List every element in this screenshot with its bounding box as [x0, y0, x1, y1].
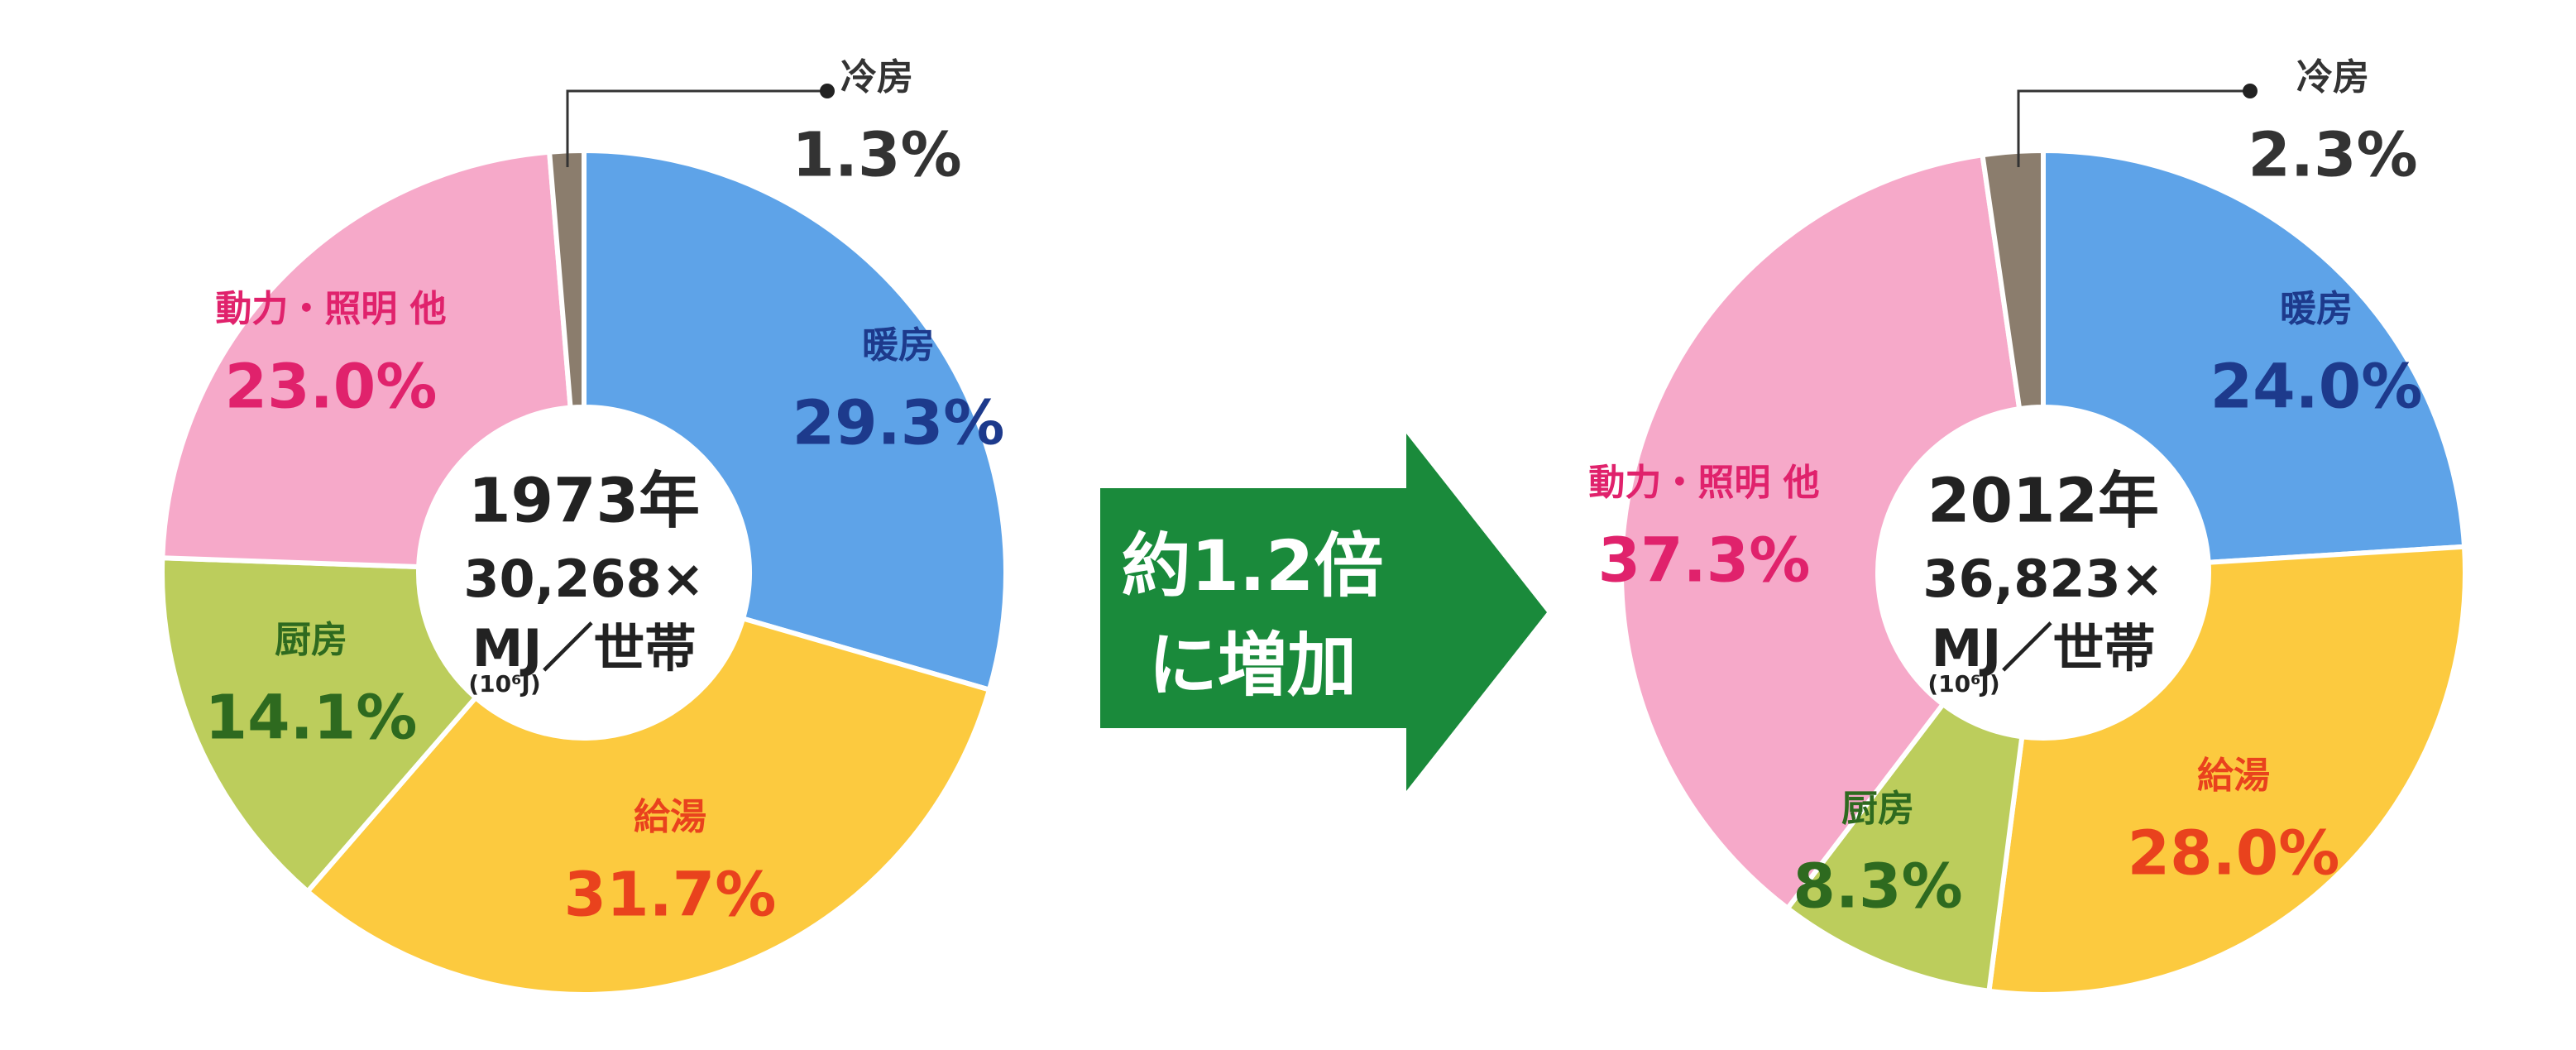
- value-label: 29.3%: [792, 388, 1005, 459]
- slice: [160, 555, 480, 895]
- leader-dot: [2243, 84, 2258, 98]
- slice: [1980, 147, 2046, 412]
- slice: [1784, 700, 2025, 995]
- value-label: 2.3%: [2248, 120, 2417, 191]
- slice: [1619, 151, 2023, 912]
- arrow-text: に増加: [1148, 625, 1357, 706]
- category-label: 動力・照明 他: [215, 288, 446, 330]
- center-label: 2012年: [1927, 466, 2159, 537]
- value-label: 28.0%: [2128, 818, 2340, 889]
- value-label: 1.3%: [792, 120, 961, 191]
- slice: [582, 147, 1008, 693]
- category-label: 暖房: [2280, 288, 2353, 330]
- category-label: 給湯: [634, 796, 706, 838]
- center-label: 36,823×: [1922, 549, 2163, 609]
- leader-line: [2017, 89, 2250, 167]
- category-label: 暖房: [862, 324, 935, 367]
- category-label: 厨房: [275, 619, 347, 661]
- category-label: 給湯: [2197, 755, 2270, 797]
- arrow-text: 約1.2倍: [1122, 525, 1384, 607]
- value-label: 24.0%: [2210, 352, 2423, 423]
- slice: [546, 147, 587, 410]
- value-label: 37.3%: [1598, 525, 1811, 597]
- center-label: (10⁶J): [468, 670, 540, 698]
- category-label: 冷房: [2296, 56, 2369, 98]
- center-label: MJ／世帯: [1932, 618, 2156, 678]
- arrow: [1100, 434, 1547, 791]
- slice: [160, 149, 573, 570]
- category-label: 冷房: [840, 56, 913, 98]
- center-label: (10⁶J): [1927, 670, 1999, 698]
- value-label: 23.0%: [225, 352, 438, 423]
- value-label: 14.1%: [205, 683, 418, 754]
- center-label: 1973年: [468, 466, 700, 537]
- category-label: 厨房: [1841, 788, 1914, 830]
- value-label: 8.3%: [1793, 851, 1962, 923]
- leader-line: [566, 89, 827, 167]
- slice: [2041, 147, 2468, 565]
- center-label: 30,268×: [463, 549, 704, 609]
- leader-dot: [820, 84, 835, 98]
- category-label: 動力・照明 他: [1588, 462, 1819, 504]
- slice: [304, 615, 993, 997]
- center-label: MJ／世帯: [472, 618, 697, 678]
- value-label: 31.7%: [564, 860, 777, 931]
- slice: [1986, 544, 2468, 997]
